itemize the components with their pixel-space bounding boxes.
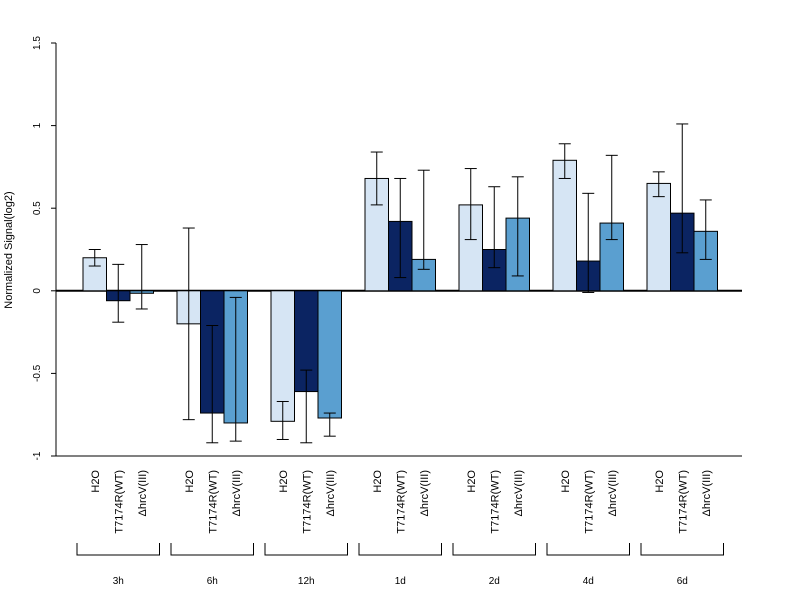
group-bracket bbox=[170, 543, 254, 556]
chart-group-brackets: 3h 6h 12h 1d 2d 4d 6d bbox=[76, 543, 724, 587]
group-bracket bbox=[358, 543, 442, 556]
bar bbox=[552, 159, 577, 292]
category-label: ΔhrcV(III) bbox=[231, 470, 243, 516]
group-label: 6h bbox=[207, 576, 218, 587]
category-label: T7174R(WT) bbox=[583, 470, 595, 534]
category-label: T7174R(WT) bbox=[395, 470, 407, 534]
group-bracket bbox=[76, 543, 160, 556]
category-label: T7174R(WT) bbox=[113, 470, 125, 534]
y-tick-label: 1.5 bbox=[32, 36, 43, 50]
group-label: 12h bbox=[298, 576, 315, 587]
category-label: ΔhrcV(III) bbox=[325, 470, 337, 516]
group-label: 6d bbox=[677, 576, 688, 587]
y-tick-label: 0 bbox=[32, 288, 43, 294]
category-label: H2O bbox=[184, 470, 196, 493]
y-tick-label: 1 bbox=[32, 122, 43, 128]
group-label: 1d bbox=[395, 576, 406, 587]
chart-category-labels: H2O T7174R(WT) ΔhrcV(III) H2O T7174R(WT) Δhrc… bbox=[90, 470, 713, 534]
group-bracket bbox=[452, 543, 536, 556]
category-label: T7174R(WT) bbox=[207, 470, 219, 534]
group-bracket bbox=[264, 543, 348, 556]
category-label: H2O bbox=[654, 470, 666, 493]
bar bbox=[317, 290, 342, 419]
chart-error-bars bbox=[88, 123, 712, 444]
y-tick-label: 0.5 bbox=[32, 201, 43, 215]
group-bracket bbox=[546, 543, 630, 556]
category-label: H2O bbox=[90, 470, 102, 493]
category-label: ΔhrcV(III) bbox=[701, 470, 713, 516]
category-label: ΔhrcV(III) bbox=[607, 470, 619, 516]
category-label: H2O bbox=[278, 470, 290, 493]
category-label: T7174R(WT) bbox=[489, 470, 501, 534]
group-label: 3h bbox=[113, 576, 124, 587]
bar bbox=[646, 182, 671, 292]
group-bracket bbox=[640, 543, 724, 556]
category-label: H2O bbox=[372, 470, 384, 493]
category-label: T7174R(WT) bbox=[301, 470, 313, 534]
category-label: H2O bbox=[560, 470, 572, 493]
group-label: 4d bbox=[583, 576, 594, 587]
category-label: ΔhrcV(III) bbox=[419, 470, 431, 516]
y-tick-label: -0.5 bbox=[32, 364, 43, 382]
category-label: T7174R(WT) bbox=[677, 470, 689, 534]
group-label: 2d bbox=[489, 576, 500, 587]
category-label: ΔhrcV(III) bbox=[513, 470, 525, 516]
category-label: H2O bbox=[466, 470, 478, 493]
y-axis-label: Normalized Signal(log2) bbox=[3, 191, 15, 308]
category-label: ΔhrcV(III) bbox=[137, 470, 149, 516]
y-tick-label: -1 bbox=[32, 451, 43, 460]
